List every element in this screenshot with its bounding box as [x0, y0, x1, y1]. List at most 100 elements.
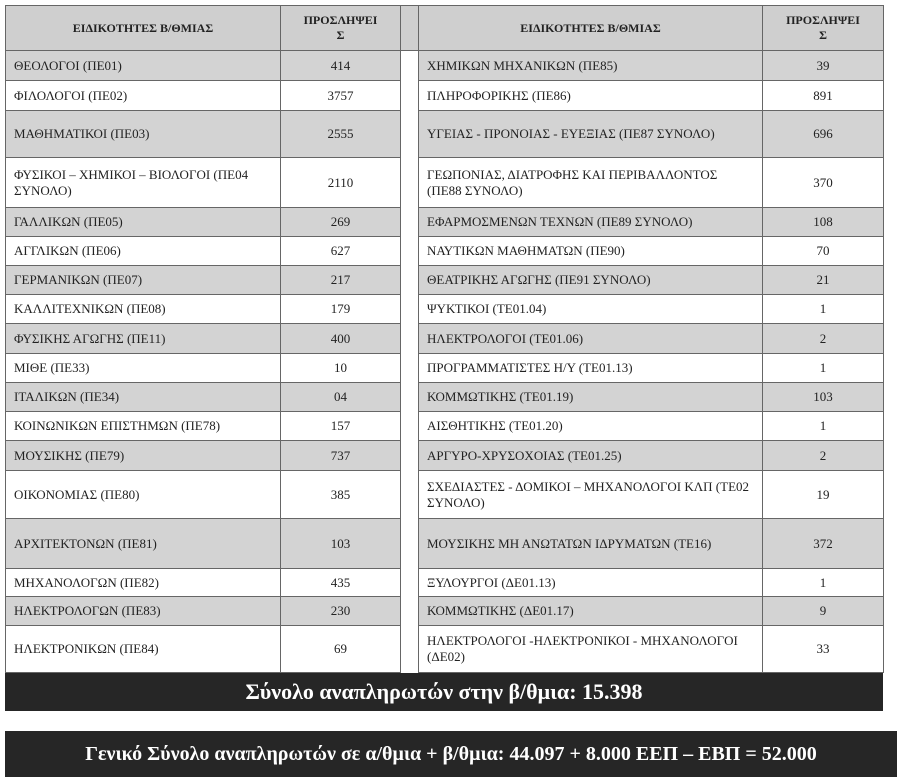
- count: 33: [762, 625, 884, 673]
- specialty: ΚΟΜΜΩΤΙΚΗΣ (ΤΕ01.19): [418, 382, 763, 412]
- row: ΦΥΣΙΚΗΣ ΑΓΩΓΗΣ (ΠΕ11) 400 ΗΛΕΚΤΡΟΛΟΓΟΙ (ΤΕ…: [5, 323, 884, 354]
- gap: [400, 440, 419, 471]
- gap: [400, 265, 419, 295]
- count: 108: [762, 207, 884, 237]
- specialty: ΦΙΛΟΛΟΓΟΙ (ΠΕ02): [5, 80, 281, 111]
- specialty: ΗΛΕΚΤΡΟΛΟΓΟΙ -ΗΛΕΚΤΡΟΝΙΚΟΙ - ΜΗΧΑΝΟΛΟΓΟΙ…: [418, 625, 763, 673]
- gap: [400, 625, 419, 673]
- specialty: ΘΕΑΤΡΙΚΗΣ ΑΓΩΓΗΣ (ΠΕ91 ΣΥΝΟΛΟ): [418, 265, 763, 295]
- count: 69: [280, 625, 401, 673]
- gap: [400, 207, 419, 237]
- specialty: ΜΟΥΣΙΚΗΣ ΜΗ ΑΝΩΤΑΤΩΝ ΙΔΡΥΜΑΤΩΝ (ΤΕ16): [418, 518, 763, 569]
- specialty: ΙΤΑΛΙΚΩΝ (ΠΕ34): [5, 382, 281, 412]
- row: ΘΕΟΛΟΓΟΙ (ΠΕ01) 414 ΧΗΜΙΚΩΝ ΜΗΧΑΝΙΚΩΝ (ΠΕ8…: [5, 50, 884, 81]
- gap: [400, 470, 419, 519]
- count: 737: [280, 440, 401, 471]
- count: 1: [762, 294, 884, 324]
- count: 385: [280, 470, 401, 519]
- specialty: ΑΙΣΘΗΤΙΚΗΣ (ΤΕ01.20): [418, 411, 763, 441]
- row: ΓΑΛΛΙΚΩΝ (ΠΕ05) 269 ΕΦΑΡΜΟΣΜΕΝΩΝ ΤΕΧΝΩΝ (Π…: [5, 207, 884, 237]
- specialty: ΧΗΜΙΚΩΝ ΜΗΧΑΝΙΚΩΝ (ΠΕ85): [418, 50, 763, 81]
- count: 217: [280, 265, 401, 295]
- specialty: ΗΛΕΚΤΡΟΛΟΓΩΝ (ΠΕ83): [5, 596, 281, 626]
- gap: [400, 110, 419, 158]
- count: 21: [762, 265, 884, 295]
- specialty: ΚΑΛΛΙΤΕΧΝΙΚΩΝ (ΠΕ08): [5, 294, 281, 324]
- gap: [400, 518, 419, 569]
- table-body: ΘΕΟΛΟΓΟΙ (ΠΕ01) 414 ΧΗΜΙΚΩΝ ΜΗΧΑΝΙΚΩΝ (ΠΕ8…: [5, 50, 884, 673]
- specialty: ΕΦΑΡΜΟΣΜΕΝΩΝ ΤΕΧΝΩΝ (ΠΕ89 ΣΥΝΟΛΟ): [418, 207, 763, 237]
- row: ΙΤΑΛΙΚΩΝ (ΠΕ34) 04 ΚΟΜΜΩΤΙΚΗΣ (ΤΕ01.19) 103: [5, 382, 884, 412]
- gap: [400, 411, 419, 441]
- gap: [400, 50, 419, 81]
- row: ΑΓΓΛΙΚΩΝ (ΠΕ06) 627 ΝΑΥΤΙΚΩΝ ΜΑΘΗΜΑΤΩΝ (ΠΕ…: [5, 236, 884, 266]
- specialty: ΑΡΧΙΤΕΚΤΟΝΩΝ (ΠΕ81): [5, 518, 281, 569]
- count: 435: [280, 568, 401, 597]
- gap: [400, 80, 419, 111]
- row: ΓΕΡΜΑΝΙΚΩΝ (ΠΕ07) 217 ΘΕΑΤΡΙΚΗΣ ΑΓΩΓΗΣ (ΠΕ…: [5, 265, 884, 295]
- specialty: ΗΛΕΚΤΡΟΝΙΚΩΝ (ΠΕ84): [5, 625, 281, 673]
- specialty: ΑΓΓΛΙΚΩΝ (ΠΕ06): [5, 236, 281, 266]
- row: ΦΥΣΙΚΟΙ – ΧΗΜΙΚΟΙ – ΒΙΟΛΟΓΟΙ (ΠΕ04 ΣΥΝΟΛ…: [5, 157, 884, 208]
- count: 39: [762, 50, 884, 81]
- count: 19: [762, 470, 884, 519]
- specialty: ΞΥΛΟΥΡΓΟΙ (ΔΕ01.13): [418, 568, 763, 597]
- count: 891: [762, 80, 884, 111]
- gap: [400, 596, 419, 626]
- gap: [400, 353, 419, 383]
- specialty: ΨΥΚΤΙΚΟΙ (ΤΕ01.04): [418, 294, 763, 324]
- specialty: ΦΥΣΙΚΗΣ ΑΓΩΓΗΣ (ΠΕ11): [5, 323, 281, 354]
- specialty: ΜΟΥΣΙΚΗΣ (ΠΕ79): [5, 440, 281, 471]
- specialty: ΠΛΗΡΟΦΟΡΙΚΗΣ (ΠΕ86): [418, 80, 763, 111]
- count: 1: [762, 411, 884, 441]
- count: 370: [762, 157, 884, 208]
- header: ΠΡΟΣΛΗΨΕΙΣ: [762, 5, 884, 51]
- count: 414: [280, 50, 401, 81]
- specialty: ΘΕΟΛΟΓΟΙ (ΠΕ01): [5, 50, 281, 81]
- row: ΦΙΛΟΛΟΓΟΙ (ΠΕ02) 3757 ΠΛΗΡΟΦΟΡΙΚΗΣ (ΠΕ86) 8…: [5, 80, 884, 111]
- row: ΚΑΛΛΙΤΕΧΝΙΚΩΝ (ΠΕ08) 179 ΨΥΚΤΙΚΟΙ (ΤΕ01.04…: [5, 294, 884, 324]
- count: 3757: [280, 80, 401, 111]
- row: ΜΙΘΕ (ΠΕ33) 10 ΠΡΟΓΡΑΜΜΑΤΙΣΤΕΣ Η/Υ (ΤΕ01.1…: [5, 353, 884, 383]
- specialty: ΜΑΘΗΜΑΤΙΚΟΙ (ΠΕ03): [5, 110, 281, 158]
- row: ΗΛΕΚΤΡΟΛΟΓΩΝ (ΠΕ83) 230 ΚΟΜΜΩΤΙΚΗΣ (ΔΕ01.1…: [5, 596, 884, 626]
- row: ΗΛΕΚΤΡΟΝΙΚΩΝ (ΠΕ84) 69 ΗΛΕΚΤΡΟΛΟΓΟΙ -ΗΛΕΚΤ…: [5, 625, 884, 673]
- count: 230: [280, 596, 401, 626]
- specialty: ΚΟΜΜΩΤΙΚΗΣ (ΔΕ01.17): [418, 596, 763, 626]
- count: 103: [762, 382, 884, 412]
- row: ΜΟΥΣΙΚΗΣ (ΠΕ79) 737 ΑΡΓΥΡΟ-ΧΡΥΣΟΧΟΙΑΣ (ΤΕ0…: [5, 440, 884, 471]
- count: 2110: [280, 157, 401, 208]
- count: 627: [280, 236, 401, 266]
- count: 179: [280, 294, 401, 324]
- count: 2555: [280, 110, 401, 158]
- specialty: ΣΧΕΔΙΑΣΤΕΣ - ΔΟΜΙΚΟΙ – ΜΗΧΑΝΟΛΟΓΟΙ ΚΛΠ (…: [418, 470, 763, 519]
- row: ΜΑΘΗΜΑΤΙΚΟΙ (ΠΕ03) 2555 ΥΓΕΙΑΣ - ΠΡΟΝΟΙΑΣ …: [5, 110, 884, 158]
- count: 70: [762, 236, 884, 266]
- specialty: ΓΑΛΛΙΚΩΝ (ΠΕ05): [5, 207, 281, 237]
- count: 9: [762, 596, 884, 626]
- count: 2: [762, 323, 884, 354]
- row: ΟΙΚΟΝΟΜΙΑΣ (ΠΕ80) 385 ΣΧΕΔΙΑΣΤΕΣ - ΔΟΜΙΚΟΙ…: [5, 470, 884, 519]
- header-row: ΕΙΔΙΚΟΤΗΤΕΣ Β/ΘΜΙΑΣ ΠΡΟΣΛΗΨΕΙΣ ΕΙΔΙΚΟΤΗΤ…: [5, 5, 884, 51]
- table: ΕΙΔΙΚΟΤΗΤΕΣ Β/ΘΜΙΑΣ ΠΡΟΣΛΗΨΕΙΣ ΕΙΔΙΚΟΤΗΤ…: [5, 5, 884, 673]
- count: 269: [280, 207, 401, 237]
- count: 04: [280, 382, 401, 412]
- count: 696: [762, 110, 884, 158]
- count: 157: [280, 411, 401, 441]
- count: 372: [762, 518, 884, 569]
- gap: [400, 294, 419, 324]
- header: ΕΙΔΙΚΟΤΗΤΕΣ Β/ΘΜΙΑΣ: [5, 5, 281, 51]
- specialty: ΝΑΥΤΙΚΩΝ ΜΑΘΗΜΑΤΩΝ (ΠΕ90): [418, 236, 763, 266]
- row: ΑΡΧΙΤΕΚΤΟΝΩΝ (ΠΕ81) 103 ΜΟΥΣΙΚΗΣ ΜΗ ΑΝΩΤΑΤ…: [5, 518, 884, 569]
- gap: [400, 323, 419, 354]
- total: Σύνολο αναπληρωτών στην β/θμια: 15.398: [5, 673, 883, 711]
- count: 103: [280, 518, 401, 569]
- specialty: ΦΥΣΙΚΟΙ – ΧΗΜΙΚΟΙ – ΒΙΟΛΟΓΟΙ (ΠΕ04 ΣΥΝΟΛ…: [5, 157, 281, 208]
- gap: [400, 157, 419, 208]
- gap: [400, 5, 419, 51]
- header: ΠΡΟΣΛΗΨΕΙΣ: [280, 5, 401, 51]
- specialty: ΓΕΩΠΟΝΙΑΣ, ΔΙΑΤΡΟΦΗΣ ΚΑΙ ΠΕΡΙΒΑΛΛΟΝΤΟΣ (…: [418, 157, 763, 208]
- row: ΜΗΧΑΝΟΛΟΓΩΝ (ΠΕ82) 435 ΞΥΛΟΥΡΓΟΙ (ΔΕ01.13)…: [5, 568, 884, 597]
- count: 1: [762, 568, 884, 597]
